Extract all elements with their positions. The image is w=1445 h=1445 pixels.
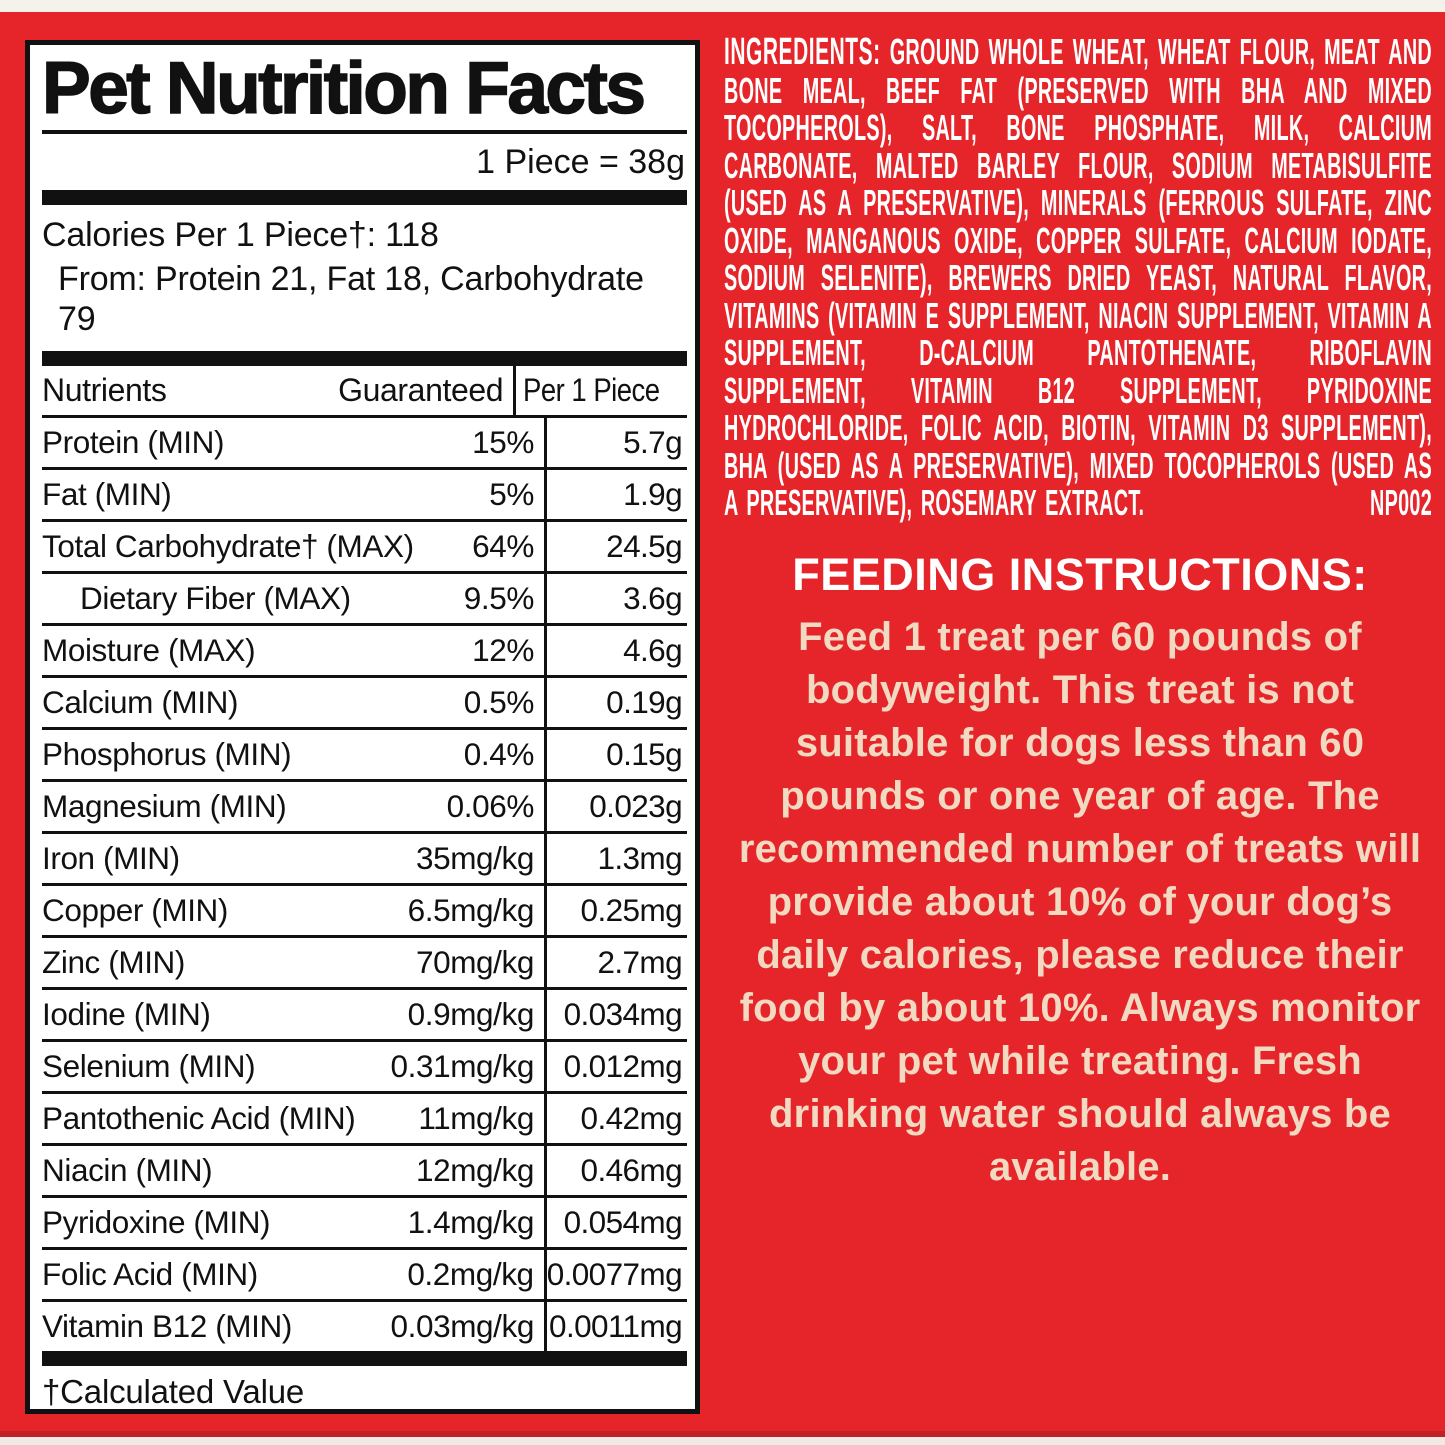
row-label: Vitamin B12 (MIN) xyxy=(42,1307,292,1344)
row-guaranteed: 0.06% xyxy=(446,787,535,824)
row-label: Protein (MIN) xyxy=(42,423,225,460)
row-label: Iodine (MIN) xyxy=(42,995,211,1032)
row-per-piece: 0.054mg xyxy=(544,1197,687,1247)
title-rule xyxy=(42,129,687,134)
row-guaranteed: 1.4mg/kg xyxy=(407,1203,535,1240)
header-per-piece: Per 1 Piece xyxy=(513,365,687,415)
row-guaranteed: 35mg/kg xyxy=(415,839,534,876)
row-guaranteed: 70mg/kg xyxy=(415,943,534,980)
row-guaranteed: 0.03mg/kg xyxy=(390,1307,535,1344)
divider-bar xyxy=(42,350,687,366)
row-label: Zinc (MIN) xyxy=(42,943,185,980)
row-label: Iron (MIN) xyxy=(42,839,180,876)
calculated-value-footnote: †Calculated Value xyxy=(42,1372,305,1410)
row-per-piece: 0.012mg xyxy=(544,1041,687,1091)
table-row: Pyridoxine (MIN) 1.4mg/kg 0.054mg xyxy=(42,1197,687,1250)
row-per-piece: 1.9g xyxy=(544,469,687,519)
table-row: Magnesium (MIN) 0.06% 0.023g xyxy=(42,781,687,834)
product-code: NP002 xyxy=(1370,482,1433,523)
row-label: Magnesium (MIN) xyxy=(42,787,287,824)
row-guaranteed: 5% xyxy=(489,475,534,512)
row-per-piece: 0.0011mg xyxy=(544,1301,687,1351)
feeding-instructions-title: FEEDING INSTRUCTIONS: xyxy=(792,548,1368,600)
table-row: Fat (MIN) 5% 1.9g xyxy=(42,469,687,522)
table-row: Vitamin B12 (MIN) 0.03mg/kg 0.0011mg xyxy=(42,1301,687,1351)
row-per-piece: 0.034mg xyxy=(544,989,687,1039)
row-guaranteed: 0.4% xyxy=(463,735,535,772)
ingredients-label: INGREDIENTS: xyxy=(724,31,881,73)
row-per-piece: 4.6g xyxy=(544,625,687,675)
table-row: Iodine (MIN) 0.9mg/kg 0.034mg xyxy=(42,989,687,1042)
row-label: Niacin (MIN) xyxy=(42,1151,213,1188)
table-row: Phosphorus (MIN) 0.4% 0.15g xyxy=(42,729,687,782)
row-per-piece: 0.15g xyxy=(544,729,687,779)
row-per-piece: 0.25mg xyxy=(544,885,687,935)
row-label: Moisture (MAX) xyxy=(42,631,256,668)
right-column: INGREDIENTS: GROUND WHOLE WHEAT, WHEAT F… xyxy=(724,12,1436,1194)
table-row: Zinc (MIN) 70mg/kg 2.7mg xyxy=(42,937,687,990)
row-guaranteed: 64% xyxy=(472,527,534,564)
table-row: Calcium (MIN) 0.5% 0.19g xyxy=(42,677,687,730)
row-guaranteed: 0.9mg/kg xyxy=(407,995,535,1032)
row-guaranteed: 12% xyxy=(472,631,534,668)
serving-size: 1 Piece = 38g xyxy=(476,142,685,181)
row-label: Pyridoxine (MIN) xyxy=(42,1203,271,1240)
row-guaranteed: 0.31mg/kg xyxy=(390,1047,535,1084)
table-row: Iron (MIN) 35mg/kg 1.3mg xyxy=(42,833,687,886)
feeding-instructions-text: Feed 1 treat per 60 pounds of bodyweight… xyxy=(738,614,1422,1189)
row-label: Folic Acid (MIN) xyxy=(42,1255,258,1292)
row-per-piece: 24.5g xyxy=(544,521,687,571)
table-row: Folic Acid (MIN) 0.2mg/kg 0.0077mg xyxy=(42,1249,687,1302)
row-guaranteed: 6.5mg/kg xyxy=(407,891,535,928)
row-guaranteed: 0.5% xyxy=(463,683,535,720)
row-guaranteed: 0.2mg/kg xyxy=(407,1255,534,1292)
row-per-piece: 2.7mg xyxy=(544,937,687,987)
table-row: Total Carbohydrate† (MAX) 64% 24.5g xyxy=(42,521,687,574)
header-guaranteed: Guaranteed xyxy=(338,371,504,408)
table-row: Copper (MIN) 6.5mg/kg 0.25mg xyxy=(42,885,687,938)
row-guaranteed: 11mg/kg xyxy=(418,1099,534,1136)
divider-bar xyxy=(42,189,687,205)
table-row: Dietary Fiber (MAX) 9.5% 3.6g xyxy=(42,573,687,626)
panel-title: Pet Nutrition Facts xyxy=(41,48,646,129)
row-per-piece: 0.023g xyxy=(544,781,687,831)
divider-bar xyxy=(42,1350,687,1366)
row-guaranteed: 15% xyxy=(472,423,534,460)
table-row: Selenium (MIN) 0.31mg/kg 0.012mg xyxy=(42,1041,687,1094)
row-per-piece: 1.3mg xyxy=(544,833,687,883)
row-per-piece: 3.6g xyxy=(544,573,687,623)
row-per-piece: 0.42mg xyxy=(544,1093,687,1143)
nutrition-facts-panel: Pet Nutrition Facts 1 Piece = 38g Calori… xyxy=(25,40,700,1414)
top-edge-strip xyxy=(0,0,1445,12)
nutrients-table: Nutrients Guaranteed Per 1 Piece Protein… xyxy=(42,365,687,1351)
row-label: Pantothenic Acid (MIN) xyxy=(42,1099,356,1136)
row-per-piece: 0.19g xyxy=(544,677,687,727)
row-per-piece: 0.46mg xyxy=(544,1145,687,1195)
row-label: Dietary Fiber (MAX) xyxy=(80,579,351,616)
calories-from-line: From: Protein 21, Fat 18, Carbohydrate 7… xyxy=(58,259,644,338)
calories-line: Calories Per 1 Piece†: 118 xyxy=(42,215,439,254)
table-row: Moisture (MAX) 12% 4.6g xyxy=(42,625,687,678)
ingredients-paragraph: INGREDIENTS: GROUND WHOLE WHEAT, WHEAT F… xyxy=(724,33,1432,522)
row-guaranteed: 9.5% xyxy=(463,579,535,616)
header-per-piece-label: Per 1 Piece xyxy=(523,371,660,408)
table-row: Niacin (MIN) 12mg/kg 0.46mg xyxy=(42,1145,687,1198)
bottom-edge-shade xyxy=(0,1431,1445,1437)
row-label: Fat (MIN) xyxy=(42,475,172,512)
header-nutrients: Nutrients xyxy=(42,371,167,408)
table-header-row: Nutrients Guaranteed Per 1 Piece xyxy=(42,365,687,418)
row-label: Calcium (MIN) xyxy=(42,683,239,720)
table-row: Pantothenic Acid (MIN) 11mg/kg 0.42mg xyxy=(42,1093,687,1146)
bottom-edge-strip xyxy=(0,1437,1445,1445)
row-label: Total Carbohydrate† (MAX) xyxy=(42,527,414,564)
ingredients-text: GROUND WHOLE WHEAT, WHEAT FLOUR, MEAT AN… xyxy=(724,31,1433,523)
table-row: Protein (MIN) 15% 5.7g xyxy=(42,417,687,470)
row-label: Copper (MIN) xyxy=(42,891,228,928)
row-guaranteed: 12mg/kg xyxy=(415,1151,534,1188)
row-per-piece: 5.7g xyxy=(544,417,687,467)
row-label: Phosphorus (MIN) xyxy=(42,735,292,772)
row-per-piece: 0.0077mg xyxy=(543,1249,687,1299)
row-label: Selenium (MIN) xyxy=(42,1047,256,1084)
